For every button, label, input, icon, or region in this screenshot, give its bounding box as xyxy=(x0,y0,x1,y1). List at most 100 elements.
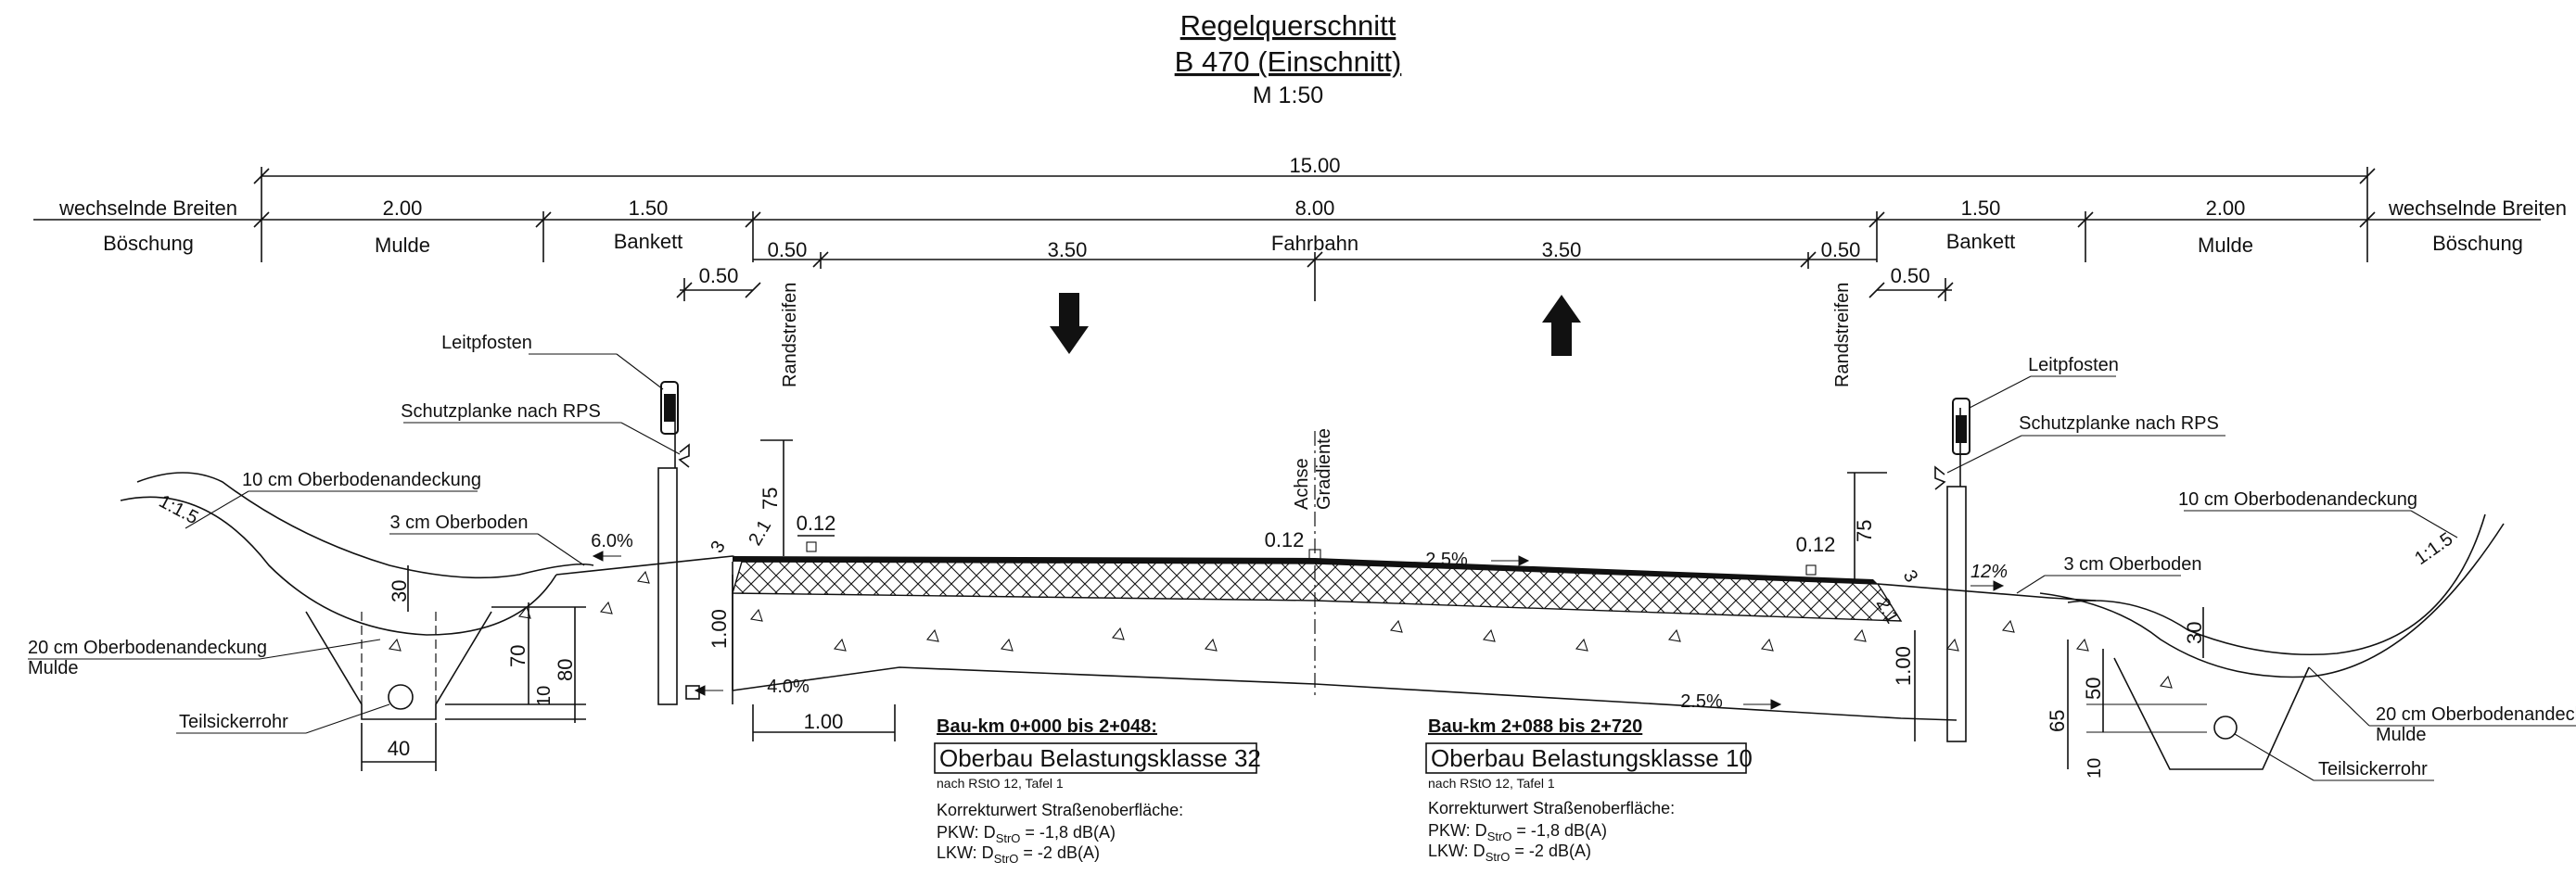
title-line-2: B 470 (Einschnitt) xyxy=(1175,45,1402,78)
leader xyxy=(616,353,664,390)
grad-arrow-right-icon xyxy=(1970,580,2005,591)
leitpfosten-left-icon xyxy=(660,381,679,435)
label-oberboden3-right: 3 cm Oberboden xyxy=(2064,554,2202,575)
leader xyxy=(2308,666,2370,727)
dim-small-3-right: 3 xyxy=(1899,567,1922,587)
note-left-box xyxy=(934,742,1257,774)
asphalt-layer xyxy=(733,556,1878,584)
title-block: Regelquerschnitt B 470 (Einschnitt) M 1:… xyxy=(1175,9,1402,108)
label-leitpfosten-left: Leitpfosten xyxy=(441,333,532,353)
trench-left xyxy=(305,611,492,720)
dim-tick xyxy=(676,282,693,298)
label-slope-left: 1:1.5 xyxy=(156,491,202,528)
gradients: 6.0% 4.0% 2.5% 2.5% 12% xyxy=(591,531,2008,712)
dim-100-left: 1.00 xyxy=(708,609,731,649)
notes-left: Bau-km 0+000 bis 2+048: Oberbau Belastun… xyxy=(934,716,1261,866)
dim-offset-left: 0.50 xyxy=(699,264,739,287)
dim-012-right: 0.12 xyxy=(1796,533,1836,556)
label-mulde-sub-right: Mulde xyxy=(2376,725,2426,745)
dim-tick xyxy=(535,211,552,228)
reflector-right xyxy=(1956,415,1967,443)
dim-rand-right: 0.50 xyxy=(1821,238,1861,261)
label-oberboden20-left: 20 cm Oberbodenandeckung xyxy=(28,638,267,658)
dim-tick xyxy=(253,168,270,184)
label-schutzplanke-right: Schutzplanke nach RPS xyxy=(2019,413,2219,434)
schutzplanke-left-icon xyxy=(678,443,690,468)
dim-10-left: 10 xyxy=(534,686,555,706)
label-oberboden3-left: 3 cm Oberboden xyxy=(390,513,529,533)
dim-80: 80 xyxy=(554,659,577,681)
dim-small-21-left: 2.1 xyxy=(745,516,775,549)
note-left-heading: Bau-km 0+000 bis 2+048: xyxy=(937,716,1157,737)
leader xyxy=(1946,435,2022,474)
traffic-direction-arrows xyxy=(1050,293,1581,356)
dim-tick xyxy=(1800,251,1817,268)
label-mulde-right: Mulde xyxy=(2198,234,2253,257)
dim-30-left: 30 xyxy=(388,580,411,602)
dim-65: 65 xyxy=(2046,710,2069,732)
label-schutzplanke-left: Schutzplanke nach RPS xyxy=(401,401,601,422)
guardrail-post-left xyxy=(657,467,678,705)
dim-tick xyxy=(1937,282,1954,298)
mulde-right-surface xyxy=(2039,523,2505,678)
note-right-box xyxy=(1425,742,1747,774)
terrain-right-outer xyxy=(2067,513,2486,656)
label-oberboden20-right: 20 cm Oberbodenandeckung xyxy=(2376,704,2576,725)
label-mulde-left: Mulde xyxy=(375,234,430,257)
dim-rand-left: 0.50 xyxy=(768,238,808,261)
dim-70: 70 xyxy=(506,645,529,667)
label-oberboden10-left: 10 cm Oberbodenandeckung xyxy=(242,470,481,490)
dim-40: 40 xyxy=(388,737,410,760)
grad-road: 2.5% xyxy=(1425,550,1468,570)
label-oberboden10-right: 10 cm Oberbodenandeckung xyxy=(2178,489,2417,510)
note-right-korrektur: Korrekturwert Straßenoberfläche: xyxy=(1428,799,1675,817)
note-right-pkw: PKW: DStrO = -1,8 dB(A) xyxy=(1428,821,1607,843)
label-bankett-left: Bankett xyxy=(614,230,683,253)
dim-bankett-left: 1.50 xyxy=(629,196,669,220)
mulde-left-surface xyxy=(120,496,557,636)
aggregate-pattern xyxy=(388,570,2173,689)
leader xyxy=(2410,510,2458,538)
notes-right: Bau-km 2+088 bis 2+720 Oberbau Belastung… xyxy=(1425,716,1753,864)
cross-section xyxy=(120,381,2505,770)
curb-right xyxy=(1805,564,1817,576)
grad-arrow-road-icon xyxy=(1491,555,1530,566)
note-right-lkw: LKW: DStrO = -2 dB(A) xyxy=(1428,842,1591,864)
grad-subgrade-right: 2.5% xyxy=(1680,691,1723,712)
schutzplanke-right-icon xyxy=(1934,465,1946,490)
dim-10-right: 10 xyxy=(2085,758,2105,779)
label-teilsickerrohr-right: Teilsickerrohr xyxy=(2318,759,2428,779)
label-boeschung-left: Böschung xyxy=(103,232,194,255)
dim-50: 50 xyxy=(2082,678,2105,700)
leader xyxy=(620,422,681,455)
dim-total: 15.00 xyxy=(1289,154,1340,177)
label-teilsickerrohr-left: Teilsickerrohr xyxy=(179,712,288,732)
title-line-1: Regelquerschnitt xyxy=(1180,9,1396,42)
reflector-left xyxy=(664,394,675,422)
leader xyxy=(259,639,381,660)
note-left-ref: nach RStO 12, Tafel 1 xyxy=(937,776,1064,791)
leader xyxy=(185,490,249,529)
leader xyxy=(2234,733,2315,781)
dim-tick xyxy=(812,251,829,268)
label-leitpfosten-right: Leitpfosten xyxy=(2028,355,2119,375)
dim-012-mid: 0.12 xyxy=(1265,528,1305,551)
label-achse: Achse xyxy=(1292,458,1312,510)
label-gradiente: Gradiente xyxy=(1314,428,1334,510)
terrain-left-outer xyxy=(136,472,594,579)
grad-subgrade-left: 4.0% xyxy=(767,677,810,697)
callouts: Leitpfosten Schutzplanke nach RPS 10 cm … xyxy=(28,333,2576,781)
dim-lane-right: 3.50 xyxy=(1542,238,1582,261)
mid-marker xyxy=(1308,549,1321,560)
trench-right xyxy=(2113,657,2310,770)
leader xyxy=(537,533,585,566)
dim-bankett-right: 1.50 xyxy=(1961,196,2001,220)
label-slope-right: 1:1.5 xyxy=(2411,529,2456,570)
dim-tick xyxy=(2359,168,2376,184)
note-left-box-text: Oberbau Belastungsklasse 32 xyxy=(939,744,1261,772)
pipe-left-icon xyxy=(388,684,414,710)
dim-75-left: 75 xyxy=(759,488,782,510)
dim-side-right: wechselnde Breiten xyxy=(2388,196,2567,220)
base-layer xyxy=(732,561,1903,622)
